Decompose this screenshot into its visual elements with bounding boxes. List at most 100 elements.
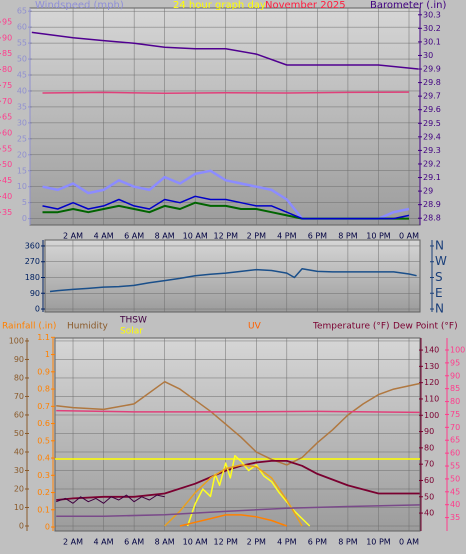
- y-tick-label: 75: [2, 81, 12, 90]
- y-tick-label: 90: [30, 289, 40, 298]
- y-tick-label: 100: [450, 345, 465, 354]
- y-tick-label: 30: [423, 51, 433, 60]
- y-tick-label: N: [435, 302, 444, 316]
- y-tick-label: S: [435, 270, 443, 284]
- y-tick-label: 60: [17, 23, 27, 32]
- y-tick-label: 1.1: [37, 333, 50, 342]
- y-tick-label: 65: [17, 7, 27, 16]
- series-line: [49, 267, 417, 293]
- y-tick-label: 29.5: [423, 119, 441, 128]
- y-tick-label: 180: [25, 273, 40, 282]
- y-tick-label: 50: [14, 429, 24, 438]
- series-line: [56, 460, 420, 501]
- y-tick-label: 0.1: [37, 505, 50, 514]
- series-line: [42, 195, 410, 220]
- y-tick-label: 85: [2, 49, 12, 58]
- y-tick-label: 0: [19, 522, 24, 531]
- x-tick-label: 2 AM: [63, 538, 83, 547]
- y-tick-label: 45: [2, 176, 12, 185]
- y-tick-label: 0.8: [37, 385, 50, 394]
- y-tick-label: 120: [424, 378, 439, 387]
- x-tick-label: 2 PM: [247, 232, 266, 241]
- x-tick-label: 6 PM: [308, 538, 327, 547]
- y-tick-label: 360: [25, 241, 40, 250]
- y-tick-label: 0.5: [37, 436, 50, 445]
- y-tick-label: 29.9: [423, 65, 441, 74]
- series-line: [42, 91, 410, 95]
- legend-label: THSW: [119, 316, 147, 326]
- y-tick-label: 5: [22, 198, 27, 207]
- y-tick-label: 95: [450, 358, 460, 367]
- y-tick-label: 0.4: [37, 454, 50, 463]
- x-tick-label: 6 AM: [124, 538, 144, 547]
- y-tick-label: 70: [424, 460, 434, 469]
- plot-area: [29, 7, 421, 226]
- y-tick-label: 40: [17, 86, 27, 95]
- x-tick-label: 6 PM: [308, 232, 327, 241]
- y-tick-label: 45: [17, 71, 27, 80]
- y-tick-label: 60: [14, 410, 24, 419]
- y-tick-label: 75: [450, 410, 460, 419]
- x-tick-label: 8 PM: [338, 538, 357, 547]
- x-tick-label: 0 AM: [399, 232, 419, 241]
- x-tick-label: 8 AM: [155, 538, 175, 547]
- y-tick-label: 0: [45, 523, 50, 532]
- y-tick-label: 0.7: [37, 402, 50, 411]
- x-tick-label: 8 PM: [338, 232, 357, 241]
- y-tick-label: 35: [450, 513, 460, 522]
- y-tick-label: 110: [424, 394, 439, 403]
- y-tick-label: 30.1: [423, 37, 441, 46]
- x-tick-label: 2 PM: [247, 538, 266, 547]
- y-tick-label: 29.3: [423, 146, 441, 155]
- y-tick-label: 0: [35, 305, 40, 314]
- y-tick-label: 140: [424, 346, 439, 355]
- x-tick-label: 10 AM: [183, 538, 208, 547]
- y-tick-label: N: [435, 238, 444, 252]
- x-tick-label: 4 AM: [94, 232, 114, 241]
- legend-label: Temperature (°F): [312, 322, 390, 332]
- y-tick-label: 0.6: [37, 419, 50, 428]
- y-tick-label: 29.1: [423, 173, 441, 182]
- y-tick-label: E: [435, 286, 443, 300]
- y-tick-label: 60: [450, 449, 460, 458]
- y-tick-label: 45: [450, 487, 460, 496]
- x-tick-label: 12 PM: [214, 232, 239, 241]
- y-tick-label: 1: [45, 350, 50, 359]
- y-tick-label: 85: [450, 384, 460, 393]
- y-tick-label: 100: [424, 411, 439, 420]
- legend-label: UV: [248, 322, 262, 332]
- series-line: [186, 454, 311, 527]
- y-tick-label: 10: [17, 182, 27, 191]
- y-tick-label: 100: [9, 336, 24, 345]
- y-tick-label: 90: [2, 33, 12, 42]
- y-tick-label: 90: [424, 427, 434, 436]
- y-tick-label: 40: [450, 500, 460, 509]
- y-tick-label: 40: [2, 192, 12, 201]
- y-tick-label: 30: [14, 466, 24, 475]
- y-tick-label: W: [435, 254, 447, 268]
- y-tick-label: 70: [450, 423, 460, 432]
- y-tick-label: 25: [17, 134, 27, 143]
- y-tick-label: 50: [2, 160, 12, 169]
- x-tick-label: 4 PM: [277, 232, 296, 241]
- series-line: [56, 494, 165, 504]
- x-tick-label: 8 AM: [155, 232, 175, 241]
- y-tick-label: 35: [17, 102, 27, 111]
- x-tick-label: 10 PM: [366, 232, 391, 241]
- x-tick-label: 10 PM: [366, 538, 391, 547]
- y-tick-label: 28.9: [423, 200, 441, 209]
- y-tick-label: 55: [450, 462, 460, 471]
- y-tick-label: 70: [14, 392, 24, 401]
- legend-label: November 2025: [265, 0, 346, 11]
- y-tick-label: 50: [450, 474, 460, 483]
- x-tick-label: 0 AM: [399, 538, 419, 547]
- legend-label: Barometer (.in): [370, 0, 446, 11]
- y-tick-label: 40: [424, 509, 434, 518]
- y-tick-label: 65: [2, 113, 12, 122]
- y-tick-label: 40: [14, 447, 24, 456]
- y-tick-label: 80: [2, 65, 12, 74]
- y-tick-label: 55: [2, 144, 12, 153]
- series-line: [56, 504, 420, 518]
- y-tick-label: 0.9: [37, 367, 50, 376]
- x-tick-label: 4 PM: [277, 538, 296, 547]
